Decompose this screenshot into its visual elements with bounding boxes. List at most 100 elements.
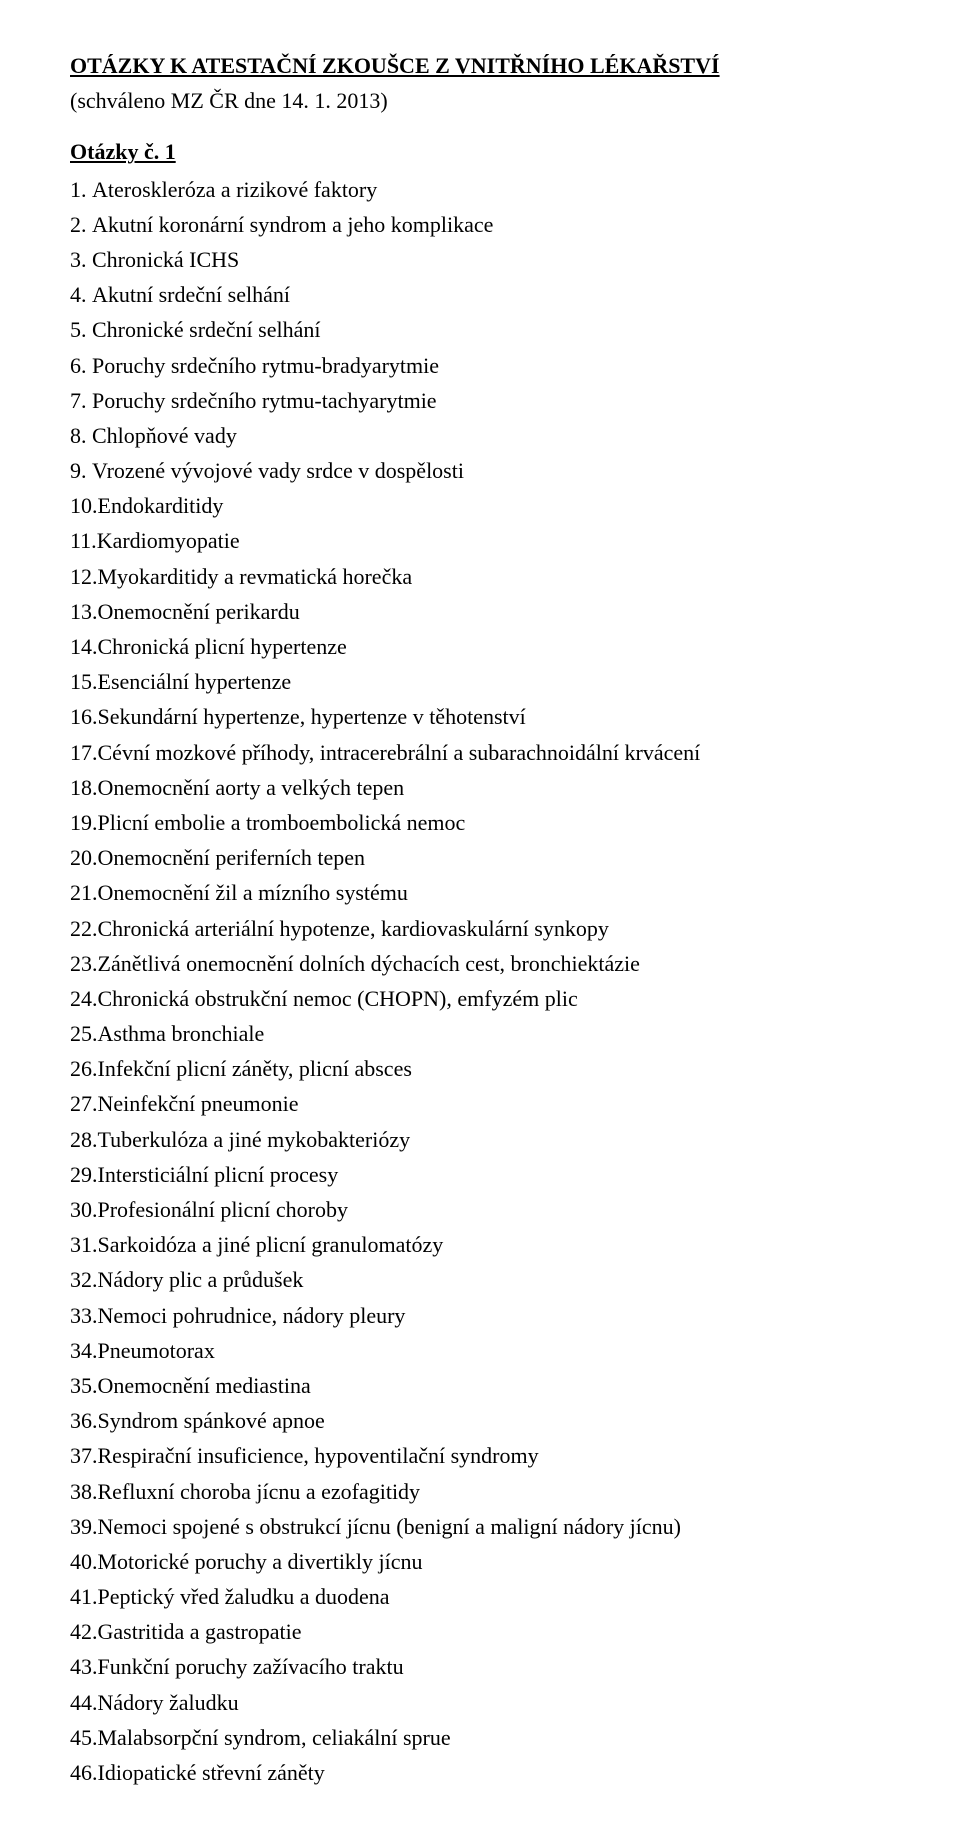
item-text: Akutní koronární syndrom a jeho komplika… (92, 207, 493, 242)
list-item: 5. Chronické srdeční selhání (70, 312, 890, 347)
item-text: Myokarditidy a revmatická horečka (98, 559, 413, 594)
list-item: 20.Onemocnění periferních tepen (70, 840, 890, 875)
item-text: Refluxní choroba jícnu a ezofagitidy (98, 1474, 421, 1509)
list-item: 13.Onemocnění perikardu (70, 594, 890, 629)
item-number: 11. (70, 523, 97, 558)
list-item: 42.Gastritida a gastropatie (70, 1614, 890, 1649)
list-item: 3. Chronická ICHS (70, 242, 890, 277)
list-item: 41.Peptický vřed žaludku a duodena (70, 1579, 890, 1614)
list-item: 25.Asthma bronchiale (70, 1016, 890, 1051)
list-item: 37.Respirační insuficience, hypoventilač… (70, 1438, 890, 1473)
item-number: 36. (70, 1403, 98, 1438)
item-number: 34. (70, 1333, 98, 1368)
item-text: Onemocnění periferních tepen (98, 840, 366, 875)
list-item: 8. Chlopňové vady (70, 418, 890, 453)
list-item: 32.Nádory plic a průdušek (70, 1262, 890, 1297)
item-number: 4. (70, 277, 87, 312)
item-number: 6. (70, 348, 87, 383)
item-text: Chronická ICHS (92, 242, 239, 277)
list-item: 38.Refluxní choroba jícnu a ezofagitidy (70, 1474, 890, 1509)
item-text: Endokarditidy (98, 488, 224, 523)
item-number: 27. (70, 1086, 98, 1121)
item-number: 31. (70, 1227, 98, 1262)
list-item: 14.Chronická plicní hypertenze (70, 629, 890, 664)
item-text: Infekční plicní záněty, plicní absces (98, 1051, 412, 1086)
list-item: 16.Sekundární hypertenze, hypertenze v t… (70, 699, 890, 734)
item-number: 10. (70, 488, 98, 523)
item-text: Malabsorpční syndrom, celiakální sprue (98, 1720, 451, 1755)
list-item: 11.Kardiomyopatie (70, 523, 890, 558)
question-list: 1. Ateroskleróza a rizikové faktory2. Ak… (70, 172, 890, 1791)
list-item: 21.Onemocnění žil a mízního systému (70, 875, 890, 910)
list-item: 23.Zánětlivá onemocnění dolních dýchacíc… (70, 946, 890, 981)
item-number: 29. (70, 1157, 98, 1192)
list-item: 40.Motorické poruchy a divertikly jícnu (70, 1544, 890, 1579)
list-item: 30.Profesionální plicní choroby (70, 1192, 890, 1227)
item-text: Respirační insuficience, hypoventilační … (98, 1438, 539, 1473)
item-text: Neinfekční pneumonie (98, 1086, 299, 1121)
item-text: Nádory žaludku (98, 1685, 239, 1720)
list-item: 24.Chronická obstrukční nemoc (CHOPN), e… (70, 981, 890, 1016)
item-number: 25. (70, 1016, 98, 1051)
list-item: 43.Funkční poruchy zažívacího traktu (70, 1649, 890, 1684)
list-item: 17.Cévní mozkové příhody, intracerebráln… (70, 735, 890, 770)
list-item: 34.Pneumotorax (70, 1333, 890, 1368)
list-item: 2. Akutní koronární syndrom a jeho kompl… (70, 207, 890, 242)
item-number: 42. (70, 1614, 98, 1649)
item-text: Gastritida a gastropatie (98, 1614, 302, 1649)
item-text: Asthma bronchiale (98, 1016, 265, 1051)
item-text: Plicní embolie a tromboembolická nemoc (98, 805, 466, 840)
item-number: 30. (70, 1192, 98, 1227)
list-item: 44.Nádory žaludku (70, 1685, 890, 1720)
item-number: 7. (70, 383, 87, 418)
item-text: Chronické srdeční selhání (92, 312, 321, 347)
item-number: 5. (70, 312, 87, 347)
item-number: 17. (70, 735, 98, 770)
item-text: Tuberkulóza a jiné mykobakteriózy (98, 1122, 411, 1157)
item-text: Idiopatické střevní záněty (98, 1755, 325, 1790)
item-number: 20. (70, 840, 98, 875)
item-text: Chlopňové vady (92, 418, 237, 453)
item-text: Pneumotorax (98, 1333, 215, 1368)
item-text: Nádory plic a průdušek (98, 1262, 304, 1297)
item-text: Chronická obstrukční nemoc (CHOPN), emfy… (98, 981, 578, 1016)
item-number: 19. (70, 805, 98, 840)
item-number: 35. (70, 1368, 98, 1403)
list-item: 35.Onemocnění mediastina (70, 1368, 890, 1403)
item-number: 14. (70, 629, 98, 664)
item-number: 16. (70, 699, 98, 734)
item-text: Onemocnění mediastina (98, 1368, 311, 1403)
item-text: Nemoci spojené s obstrukcí jícnu (benign… (98, 1509, 681, 1544)
item-number: 8. (70, 418, 87, 453)
item-number: 24. (70, 981, 98, 1016)
list-item: 46.Idiopatické střevní záněty (70, 1755, 890, 1790)
item-text: Chronická plicní hypertenze (98, 629, 347, 664)
item-text: Cévní mozkové příhody, intracerebrální a… (98, 735, 701, 770)
item-number: 9. (70, 453, 87, 488)
section-heading: Otázky č. 1 (70, 134, 890, 169)
list-item: 15.Esenciální hypertenze (70, 664, 890, 699)
item-text: Peptický vřed žaludku a duodena (98, 1579, 390, 1614)
list-item: 39.Nemoci spojené s obstrukcí jícnu (ben… (70, 1509, 890, 1544)
item-number: 46. (70, 1755, 98, 1790)
list-item: 27.Neinfekční pneumonie (70, 1086, 890, 1121)
list-item: 1. Ateroskleróza a rizikové faktory (70, 172, 890, 207)
item-number: 33. (70, 1298, 98, 1333)
list-item: 10.Endokarditidy (70, 488, 890, 523)
item-number: 43. (70, 1649, 98, 1684)
item-number: 18. (70, 770, 98, 805)
item-text: Esenciální hypertenze (98, 664, 292, 699)
item-text: Nemoci pohrudnice, nádory pleury (98, 1298, 406, 1333)
page-title: OTÁZKY K ATESTAČNÍ ZKOUŠCE Z VNITŘNÍHO L… (70, 48, 890, 83)
item-number: 1. (70, 172, 87, 207)
item-text: Akutní srdeční selhání (92, 277, 290, 312)
list-item: 9. Vrozené vývojové vady srdce v dospělo… (70, 453, 890, 488)
item-number: 45. (70, 1720, 98, 1755)
item-text: Chronická arteriální hypotenze, kardiova… (98, 911, 609, 946)
item-text: Sekundární hypertenze, hypertenze v těho… (98, 699, 526, 734)
item-number: 12. (70, 559, 98, 594)
item-number: 40. (70, 1544, 98, 1579)
item-text: Zánětlivá onemocnění dolních dýchacích c… (98, 946, 640, 981)
item-text: Vrozené vývojové vady srdce v dospělosti (92, 453, 464, 488)
item-text: Sarkoidóza a jiné plicní granulomatózy (98, 1227, 444, 1262)
